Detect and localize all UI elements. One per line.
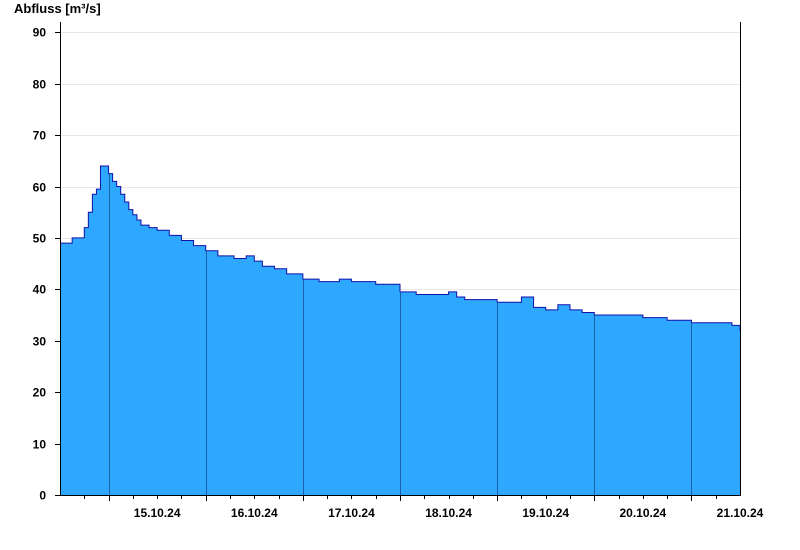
y-axis-title: Abfluss [m³/s] (14, 1, 101, 16)
y-tick-label: 50 (33, 232, 47, 246)
y-tick-label: 70 (33, 129, 47, 143)
x-tick-label: 21.10.24 (717, 506, 764, 520)
y-tick-label: 40 (33, 283, 47, 297)
y-tick-label: 10 (33, 438, 47, 452)
y-tick-label: 30 (33, 335, 47, 349)
y-tick-label: 20 (33, 386, 47, 400)
y-axis-ticks: 0 10 20 30 40 50 60 70 80 90 (33, 26, 60, 503)
x-tick-label: 15.10.24 (134, 506, 181, 520)
x-tick-label: 16.10.24 (231, 506, 278, 520)
y-tick-label: 90 (33, 26, 47, 40)
y-tick-label: 60 (33, 181, 47, 195)
x-tick-label: 18.10.24 (425, 506, 472, 520)
y-tick-label: 0 (39, 489, 46, 503)
y-tick-label: 80 (33, 78, 47, 92)
x-tick-label: 17.10.24 (328, 506, 375, 520)
discharge-line (60, 165, 741, 331)
day-separator-lines (109, 173, 692, 495)
x-tick-label: 19.10.24 (522, 506, 569, 520)
x-axis-ticks: 15.10.24 16.10.24 17.10.24 18.10.24 19.10.24… (84, 495, 764, 520)
x-tick-label: 20.10.24 (619, 506, 666, 520)
